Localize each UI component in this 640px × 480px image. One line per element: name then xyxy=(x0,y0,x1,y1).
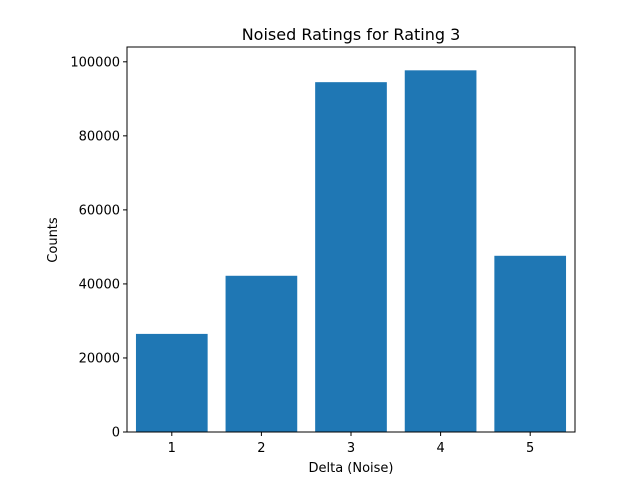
y-tick-label: 0 xyxy=(112,426,120,441)
bar-5 xyxy=(494,255,567,432)
plot-frame xyxy=(126,46,576,433)
bars-group xyxy=(135,70,567,432)
chart-title: Noised Ratings for Rating 3 xyxy=(242,25,461,44)
x-tick-label: 4 xyxy=(436,441,444,456)
x-tick-label: 2 xyxy=(257,441,265,456)
y-axis: 0 20000 40000 60000 80000 100000 xyxy=(70,55,127,441)
bar-1 xyxy=(135,333,208,432)
y-axis-label: Counts xyxy=(46,217,61,263)
bar-2 xyxy=(225,275,298,432)
x-tick-label: 1 xyxy=(168,441,176,456)
y-tick-label: 100000 xyxy=(70,55,120,70)
bar-3 xyxy=(315,82,387,432)
x-axis: 1 2 3 4 5 xyxy=(168,432,534,456)
y-tick-label: 60000 xyxy=(79,203,120,218)
x-tick-label: 3 xyxy=(347,441,355,456)
x-axis-label: Delta (Noise) xyxy=(308,461,393,476)
x-tick-label: 5 xyxy=(526,441,534,456)
y-tick-label: 40000 xyxy=(79,277,120,292)
bar-4 xyxy=(404,70,477,432)
y-tick-label: 80000 xyxy=(79,129,120,144)
y-tick-label: 20000 xyxy=(79,351,120,366)
